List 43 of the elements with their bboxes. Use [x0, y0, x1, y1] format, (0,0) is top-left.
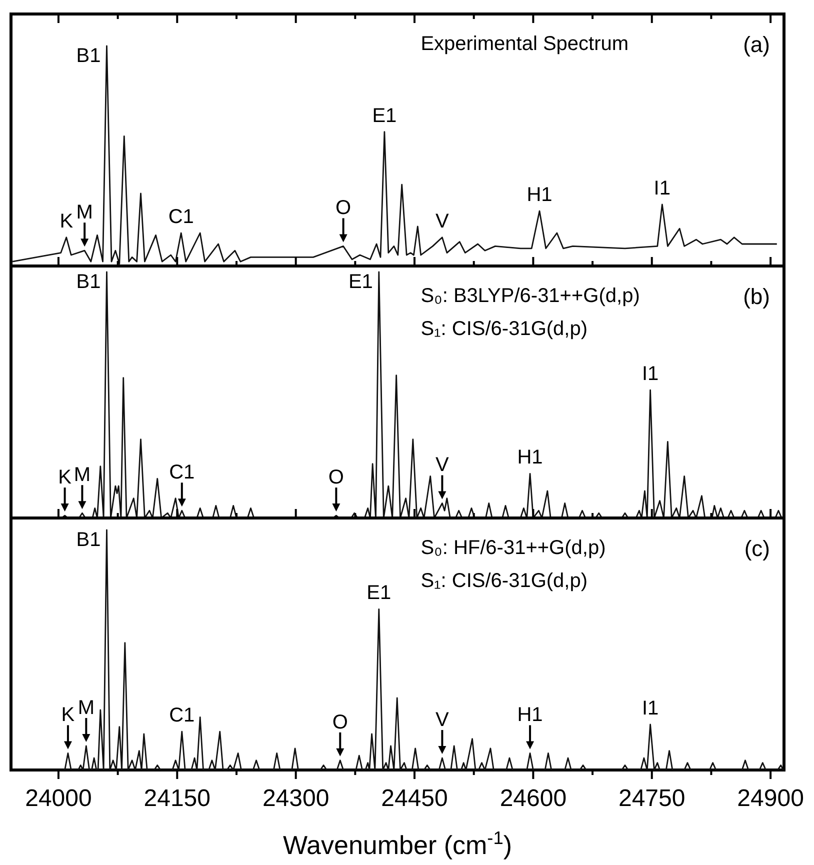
annotation: M: [78, 697, 94, 719]
annotation: E1: [348, 271, 373, 293]
annotation: K: [58, 466, 72, 489]
annotation: O: [336, 197, 352, 220]
x-tick-label: 24900: [737, 785, 804, 812]
annotation: V: [436, 210, 450, 232]
annotation: B1: [76, 45, 101, 67]
annotation: H1: [517, 704, 543, 726]
annotation: V: [436, 709, 450, 731]
chart-title: (a): [743, 32, 770, 57]
x-axis-title: Wavenumber (cm$^{-1}$): [282, 828, 512, 860]
annotation: O: [332, 711, 348, 734]
annotation: I1: [654, 177, 670, 200]
annotation: S₁: CIS/6-31G(d,p): [420, 570, 588, 592]
x-tick-label: 24750: [618, 785, 686, 812]
annotation: C1: [169, 704, 195, 727]
annotation: Experimental Spectrum: [420, 33, 629, 55]
annotation: S₀: HF/6-31++G(d,p): [420, 537, 606, 559]
x-tick-label: 24600: [500, 785, 567, 812]
annotation: K: [61, 704, 76, 726]
annotation: V: [436, 454, 450, 476]
annotation: H1: [526, 184, 552, 206]
x-tick-label: 24300: [262, 785, 330, 812]
annotation: S₀: B3LYP/6-31++G(d,p): [420, 285, 640, 307]
annotation: I1: [642, 363, 659, 386]
x-tick-label: 24000: [25, 785, 92, 812]
annotation: E1: [372, 104, 397, 127]
annotation: B1: [76, 529, 101, 551]
annotation: I1: [642, 697, 659, 720]
annotation: M: [74, 464, 91, 486]
annotation: E1: [366, 582, 392, 604]
annotation: C1: [168, 206, 194, 228]
annotation: M: [76, 202, 93, 224]
annotation: S₁: CIS/6-31G(d,p): [420, 318, 588, 340]
annotation: C1: [169, 462, 195, 484]
chart-title: (c): [744, 536, 770, 561]
x-tick-label: 24450: [381, 785, 448, 812]
annotation: B1: [76, 271, 101, 293]
text: (b): [743, 284, 770, 309]
x-tick-label: 24150: [144, 785, 211, 812]
annotation: O: [328, 466, 344, 489]
annotation: K: [60, 210, 74, 232]
annotation: H1: [517, 446, 543, 469]
